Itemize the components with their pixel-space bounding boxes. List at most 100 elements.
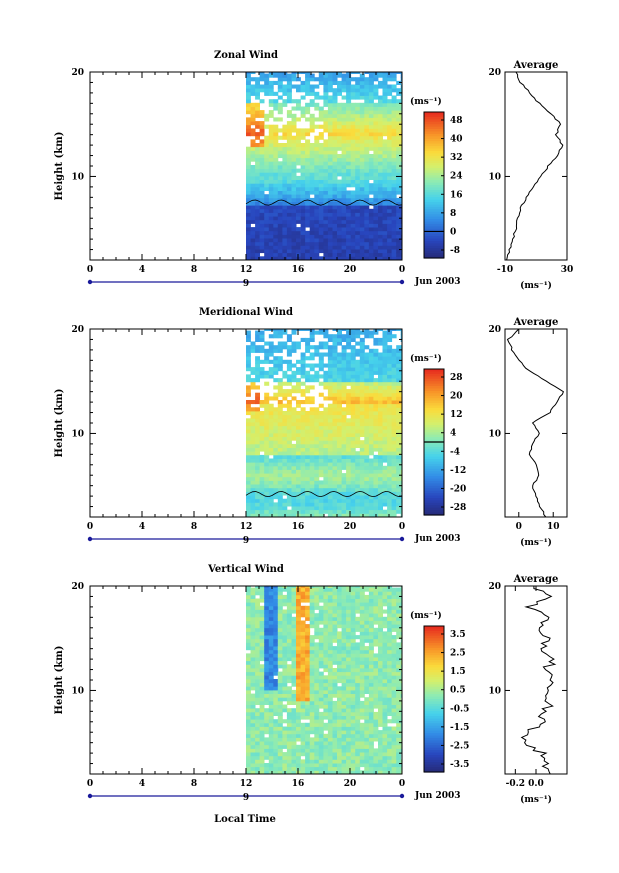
- heatmap-cell: [314, 476, 320, 481]
- heatmap-cell: [364, 190, 370, 195]
- heatmap-cell: [273, 502, 279, 507]
- heatmap-cell: [323, 605, 329, 610]
- heatmap-cell: [332, 143, 338, 148]
- heatmap-cell: [264, 635, 270, 640]
- heatmap-cell: [305, 389, 311, 394]
- heatmap-cell: [332, 733, 338, 738]
- heatmap-cell: [337, 245, 342, 250]
- heatmap-cell: [300, 436, 306, 441]
- heatmap-cell: [259, 458, 265, 463]
- heatmap-cell: [327, 102, 333, 107]
- heatmap-cell: [259, 367, 265, 372]
- heatmap-cell: [268, 201, 274, 206]
- heatmap-cell: [350, 106, 356, 111]
- heatmap-cell: [259, 186, 265, 191]
- colorbar-segment: [424, 432, 444, 436]
- heatmap-cell: [255, 197, 260, 202]
- heatmap-cell: [277, 161, 283, 166]
- heatmap-cell: [309, 484, 315, 489]
- heatmap-cell: [264, 682, 270, 687]
- heatmap-cell: [364, 422, 370, 427]
- heatmap-cell: [323, 682, 329, 687]
- heatmap-cell: [259, 370, 265, 375]
- heatmap-cell: [337, 704, 342, 709]
- heatmap-cell: [364, 425, 370, 430]
- heatmap-cell: [255, 110, 260, 115]
- heatmap-cell: [246, 752, 251, 757]
- heatmap-cell: [391, 230, 397, 235]
- heatmap-cell: [327, 161, 333, 166]
- heatmap-cell: [309, 99, 315, 104]
- heatmap-cell: [391, 418, 397, 423]
- heatmap-cell: [259, 506, 265, 511]
- heatmap-cell: [350, 715, 356, 720]
- heatmap-cell: [255, 711, 260, 716]
- heatmap-cell: [282, 682, 288, 687]
- heatmap-cell: [250, 649, 256, 654]
- heatmap-cell: [368, 418, 374, 423]
- heatmap-cell: [359, 154, 365, 159]
- heatmap-cell: [296, 719, 301, 724]
- heatmap-cell: [355, 766, 361, 771]
- heatmap-cell: [332, 722, 338, 727]
- heatmap-cell: [291, 341, 297, 346]
- heatmap-cell: [277, 80, 283, 85]
- heatmap-cell: [350, 95, 356, 100]
- heatmap-cell: [368, 381, 374, 386]
- heatmap-cell: [364, 150, 370, 155]
- heatmap-cell: [355, 484, 361, 489]
- heatmap-cell: [378, 480, 383, 485]
- heatmap-cell: [305, 425, 311, 430]
- heatmap-cell: [387, 425, 393, 430]
- heatmap-cell: [373, 436, 379, 441]
- heatmap-cell: [264, 462, 270, 467]
- heatmap-cell: [350, 252, 356, 257]
- heatmap-cell: [250, 744, 256, 749]
- heatmap-cell: [291, 425, 297, 430]
- heatmap-cell: [246, 462, 251, 467]
- heatmap-cell: [300, 186, 306, 191]
- heatmap-cell: [355, 744, 361, 749]
- heatmap-cell: [396, 72, 402, 74]
- heatmap-cell: [314, 135, 320, 140]
- heatmap-cell: [291, 201, 297, 206]
- heatmap-cell: [250, 730, 256, 735]
- heatmap-cell: [378, 183, 383, 188]
- heatmap-cell: [378, 113, 383, 118]
- heatmap-cell: [359, 345, 365, 350]
- heatmap-cell: [305, 763, 311, 768]
- heatmap-cell: [355, 660, 361, 665]
- heatmap-cell: [255, 194, 260, 199]
- heatmap-cell: [286, 407, 292, 412]
- heatmap-cell: [246, 175, 251, 180]
- heatmap-cell: [277, 341, 283, 346]
- heatmap-cell: [277, 432, 283, 437]
- heatmap-cell: [396, 502, 402, 507]
- heatmap-cell: [268, 638, 274, 643]
- heatmap-cell: [255, 205, 260, 210]
- heatmap-cell: [273, 429, 279, 434]
- heatmap-cell: [382, 113, 388, 118]
- heatmap-cell: [305, 172, 311, 177]
- heatmap-cell: [259, 190, 265, 195]
- heatmap-cell: [359, 330, 365, 335]
- heatmap-cell: [318, 443, 324, 448]
- heatmap-cell: [286, 620, 292, 625]
- heatmap-cell: [323, 693, 329, 698]
- heatmap-cell: [341, 73, 347, 78]
- heatmap-cell: [286, 422, 292, 427]
- heatmap-cell: [337, 367, 342, 372]
- heatmap-cell: [309, 506, 315, 511]
- heatmap-cell: [373, 201, 379, 206]
- heatmap-cell: [264, 201, 270, 206]
- heatmap-cell: [273, 135, 279, 140]
- heatmap-cell: [364, 400, 370, 405]
- heatmap-cell: [355, 334, 361, 339]
- heatmap-cell: [346, 715, 352, 720]
- heatmap-cell: [246, 157, 251, 162]
- heatmap-cell: [355, 400, 361, 405]
- heatmap-cell: [286, 400, 292, 405]
- heatmap-cell: [327, 506, 333, 511]
- heatmap-cell: [332, 509, 338, 514]
- heatmap-cell: [387, 241, 393, 246]
